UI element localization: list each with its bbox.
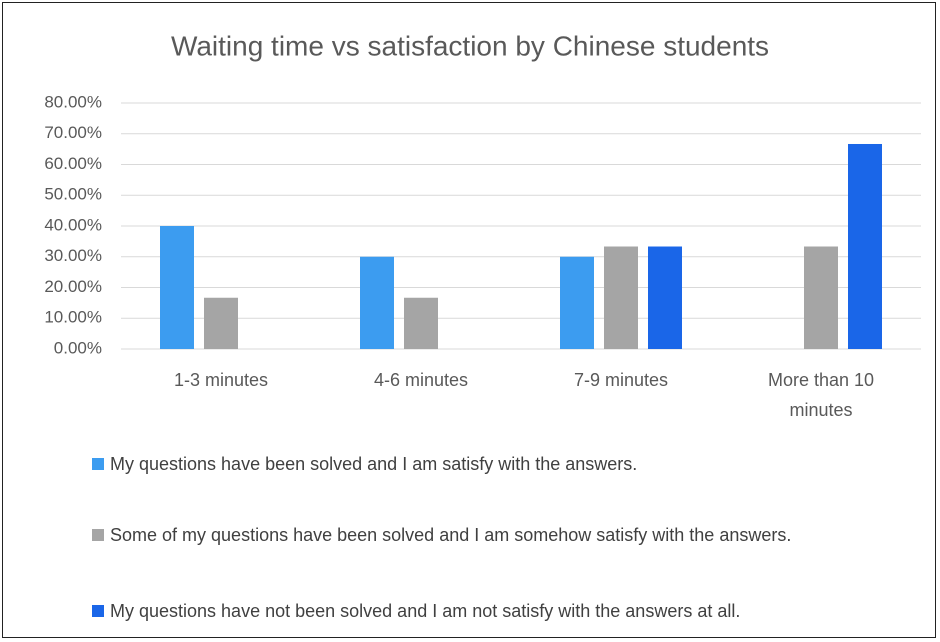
y-tick-label: 10.00% <box>44 308 102 327</box>
y-tick-label: 80.00% <box>44 92 102 111</box>
legend-label: My questions have been solved and I am s… <box>110 454 638 474</box>
y-tick-label: 70.00% <box>44 123 102 142</box>
bar <box>804 246 838 349</box>
legend-swatch <box>92 605 104 617</box>
x-tick-label: 4-6 minutes <box>373 370 469 390</box>
y-tick-label: 40.00% <box>44 215 102 234</box>
legend-swatch <box>92 529 104 541</box>
y-tick-label: 60.00% <box>44 154 102 173</box>
chart-title: Waiting time vs satisfaction by Chinese … <box>171 30 769 61</box>
bar <box>160 226 194 349</box>
bar <box>604 246 638 349</box>
x-tick-label: 7-9 minutes <box>573 370 669 390</box>
y-tick-label: 30.00% <box>44 246 102 265</box>
bar <box>404 297 438 349</box>
legend-label: Some of my questions have been solved an… <box>110 525 792 545</box>
legend-swatch <box>92 458 104 470</box>
bar <box>560 256 594 349</box>
y-tick-label: 0.00% <box>54 338 102 357</box>
bar <box>360 256 394 349</box>
legend-item: My questions have not been solved and I … <box>92 596 872 626</box>
legend-item: My questions have been solved and I am s… <box>92 449 872 479</box>
legend-item: Some of my questions have been solved an… <box>92 520 872 550</box>
bar <box>204 297 238 349</box>
bar <box>648 246 682 349</box>
legend-label: My questions have not been solved and I … <box>110 601 741 621</box>
x-tick-label: 1-3 minutes <box>173 370 269 390</box>
y-tick-label: 20.00% <box>44 277 102 296</box>
y-tick-label: 50.00% <box>44 185 102 204</box>
x-tick-label: More than 10 minutes <box>767 370 875 420</box>
bar <box>848 143 882 349</box>
